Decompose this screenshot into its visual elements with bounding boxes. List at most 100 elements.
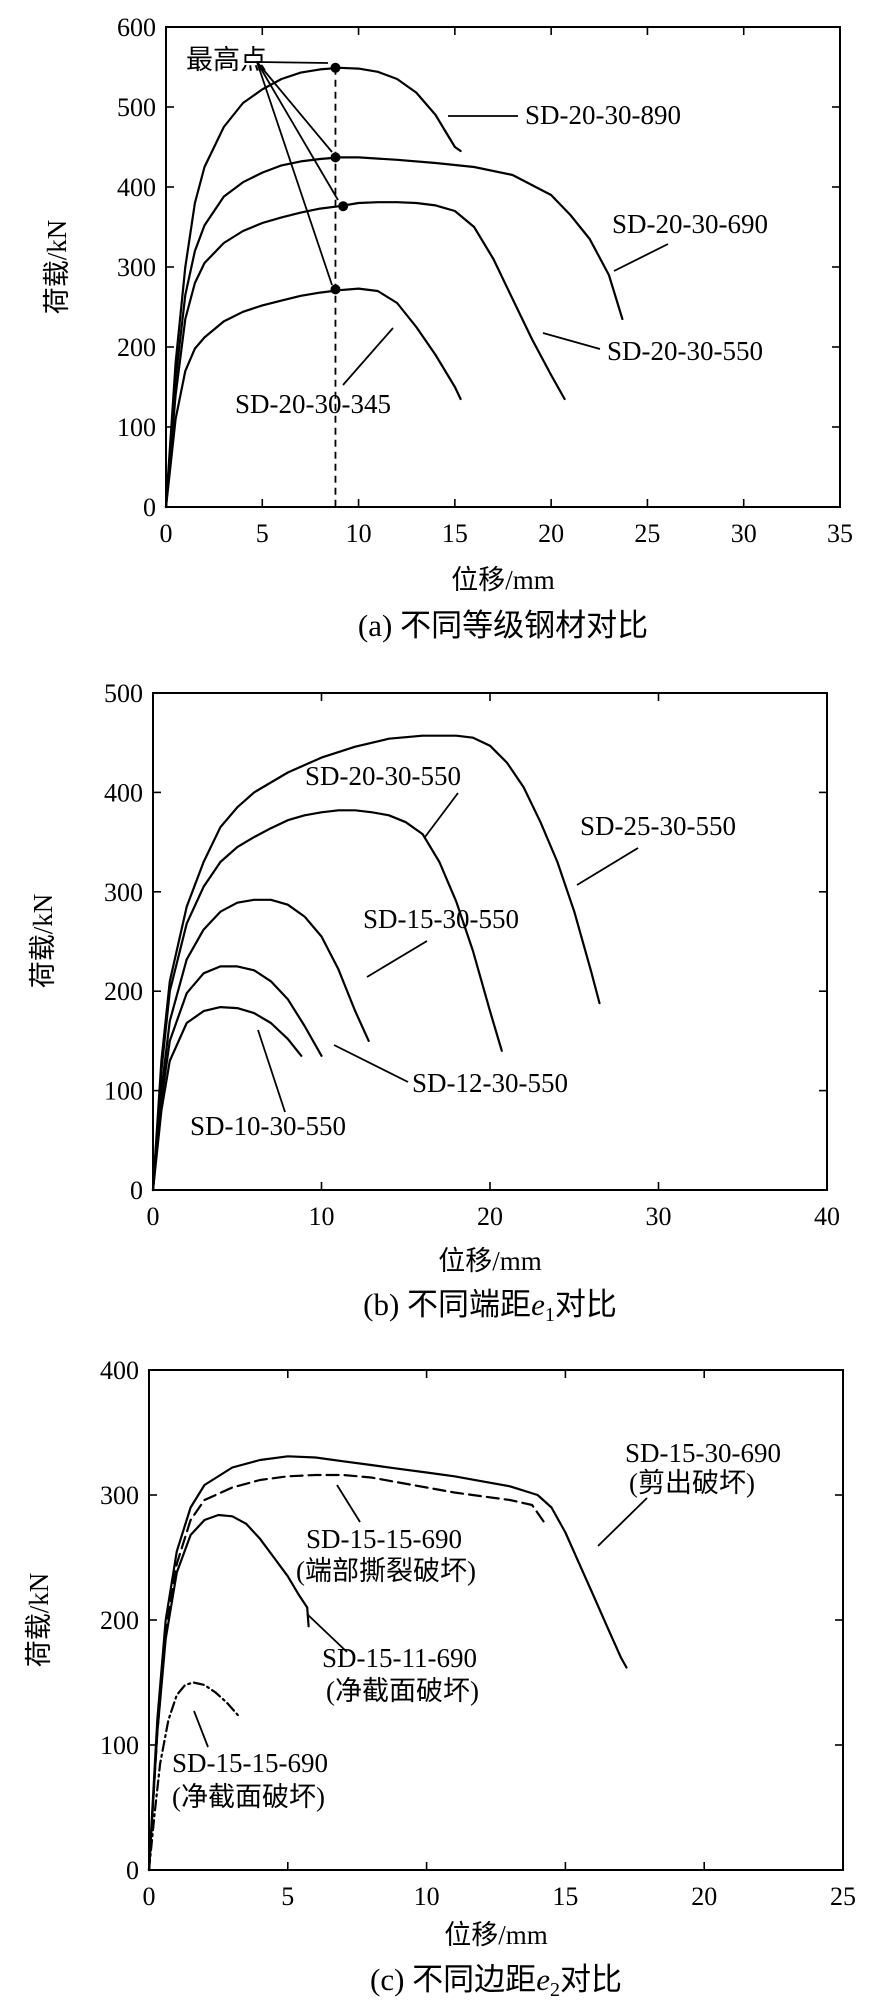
annotation-sd-20-30-890: SD-20-30-890 [525, 100, 681, 130]
peak-point-marker [338, 201, 349, 212]
ticks-a: 0 5 10 15 20 25 30 35 0 100 200 300 400 500 600 [117, 13, 853, 548]
x-tick-label: 35 [827, 519, 853, 548]
leader-peak-1 [256, 61, 329, 64]
annotation-b-sd-25-30-550: SD-25-30-550 [580, 811, 736, 841]
y-tick-label: 500 [104, 679, 143, 708]
ylabel-b: 荷载/kN [28, 894, 58, 989]
y-tick-label: 100 [100, 1731, 139, 1760]
x-tick-label: 15 [552, 1882, 578, 1911]
x-tick-label: 0 [143, 1882, 156, 1911]
x-tick-label: 25 [634, 519, 660, 548]
series-line-sd-20-30-690 [164, 156, 624, 509]
x-tick-label: 10 [309, 1202, 335, 1231]
caption-c-sub: 2 [550, 1979, 560, 2001]
series-line-sd-12-30-550 [151, 965, 323, 1192]
xlabel-a: 位移/mm [451, 565, 555, 595]
annotation-c-sd-15-11-690-note: (净截面破坏) [326, 1676, 479, 1706]
y-tick-label: 0 [130, 1176, 143, 1205]
annotation-c-sd-15-15-690-a: SD-15-15-690 [306, 1524, 462, 1554]
series-line-sd-20-30-550 [164, 201, 566, 509]
annotation-c-sd-15-15-690-a-note: (端部撕裂破坏) [296, 1556, 476, 1586]
xlabel-b: 位移/mm [438, 1246, 542, 1276]
leader-peak-4 [256, 61, 333, 286]
leader-c-sd-15-30-690 [597, 1497, 648, 1547]
leader-peak-2 [256, 61, 333, 153]
x-tick-label: 15 [442, 519, 468, 548]
annotation-sd-20-30-550: SD-20-30-550 [607, 336, 763, 366]
leader-sd-20-30-345 [342, 327, 394, 386]
annotation-peak-label: 最高点 [186, 45, 267, 75]
x-tick-label: 40 [814, 1202, 840, 1231]
annotation-c-sd-15-30-690-note: (剪出破坏) [629, 1468, 755, 1498]
caption-a: (a) 不同等级钢材对比 [358, 608, 648, 643]
x-tick-label: 0 [160, 519, 173, 548]
leader-c-sd-15-15-690-b [193, 1710, 209, 1748]
y-tick-label: 300 [117, 253, 156, 282]
caption-b-var: e [531, 1287, 545, 1322]
caption-c-suffix: 对比 [560, 1962, 622, 1997]
annotation-sd-20-30-345: SD-20-30-345 [235, 389, 391, 419]
x-tick-label: 30 [646, 1202, 672, 1231]
leader-b-sd-20-30-550 [424, 792, 459, 838]
ylabel-a: 荷载/kN [42, 220, 72, 315]
annotation-b-sd-20-30-550: SD-20-30-550 [305, 761, 461, 791]
x-tick-label: 10 [414, 1882, 440, 1911]
series-line-sd-20-30-345 [164, 287, 462, 509]
series-group-a [164, 62, 624, 509]
y-tick-label: 600 [117, 13, 156, 42]
annotation-b-sd-15-30-550: SD-15-30-550 [363, 904, 519, 934]
annotation-c-sd-15-30-690: SD-15-30-690 [625, 1438, 781, 1468]
series-line-sd-15-15-690-dashdot [147, 1681, 239, 1872]
caption-c-var: e [536, 1962, 550, 1997]
annotation-sd-20-30-690: SD-20-30-690 [612, 209, 768, 239]
caption-c: (c) 不同边距e2对比 [370, 1962, 622, 2001]
x-tick-label: 0 [147, 1202, 160, 1231]
ticks-c: 0 5 10 15 20 25 0 100 200 300 400 [100, 1356, 856, 1911]
series-line-sd-20-30-890 [164, 66, 462, 509]
caption-b-prefix: (b) 不同端距 [363, 1287, 531, 1322]
y-tick-label: 0 [143, 493, 156, 522]
series-group-b [151, 734, 601, 1192]
ylabel-c: 荷载/kN [24, 1573, 54, 1668]
annotation-b-sd-10-30-550: SD-10-30-550 [190, 1111, 346, 1141]
series-line-sd-15-15-690-dashed [147, 1473, 548, 1872]
y-tick-label: 0 [126, 1856, 139, 1885]
y-tick-label: 500 [117, 93, 156, 122]
y-tick-label: 200 [117, 333, 156, 362]
annotation-c-sd-15-15-690-b-note: (净截面破坏) [172, 1782, 325, 1812]
leader-c-sd-15-11-690 [306, 1613, 348, 1653]
caption-b-sub: 1 [545, 1304, 555, 1326]
series-line-sd-15-30-550 [151, 898, 370, 1192]
chart-c: 0 5 10 15 20 25 0 100 200 300 400 荷载/kN 位移/mm (c) … [24, 1356, 856, 2001]
annotation-c-sd-15-11-690: SD-15-11-690 [322, 1643, 477, 1673]
leader-b-sd-25-30-550 [576, 847, 639, 886]
x-tick-label: 20 [538, 519, 564, 548]
leader-peak-3 [256, 61, 339, 201]
series-line-sd-15-11-690-solid [147, 1513, 310, 1872]
annotation-c-sd-15-15-690-b: SD-15-15-690 [172, 1748, 328, 1778]
series-line-sd-20-30-550 [151, 809, 503, 1192]
leader-sd-20-30-690 [613, 243, 669, 272]
x-tick-label: 5 [256, 519, 269, 548]
y-tick-label: 200 [100, 1606, 139, 1635]
plot-frame-a [165, 26, 841, 508]
leader-c-sd-15-15-690-a [336, 1484, 361, 1523]
x-tick-label: 5 [281, 1882, 294, 1911]
leader-b-sd-10-30-550 [257, 1029, 286, 1113]
y-tick-label: 200 [104, 977, 143, 1006]
y-tick-label: 300 [100, 1481, 139, 1510]
y-tick-label: 400 [117, 173, 156, 202]
caption-c-prefix: (c) 不同边距 [370, 1962, 536, 1997]
x-tick-label: 30 [731, 519, 757, 548]
x-tick-label: 20 [477, 1202, 503, 1231]
x-tick-label: 10 [346, 519, 372, 548]
series-line-sd-10-30-550 [151, 1005, 303, 1192]
annotation-b-sd-12-30-550: SD-12-30-550 [412, 1068, 568, 1098]
y-tick-label: 400 [100, 1356, 139, 1385]
leader-b-sd-15-30-550 [366, 940, 428, 978]
xlabel-c: 位移/mm [444, 1920, 548, 1950]
x-tick-label: 25 [830, 1882, 856, 1911]
x-tick-label: 20 [691, 1882, 717, 1911]
